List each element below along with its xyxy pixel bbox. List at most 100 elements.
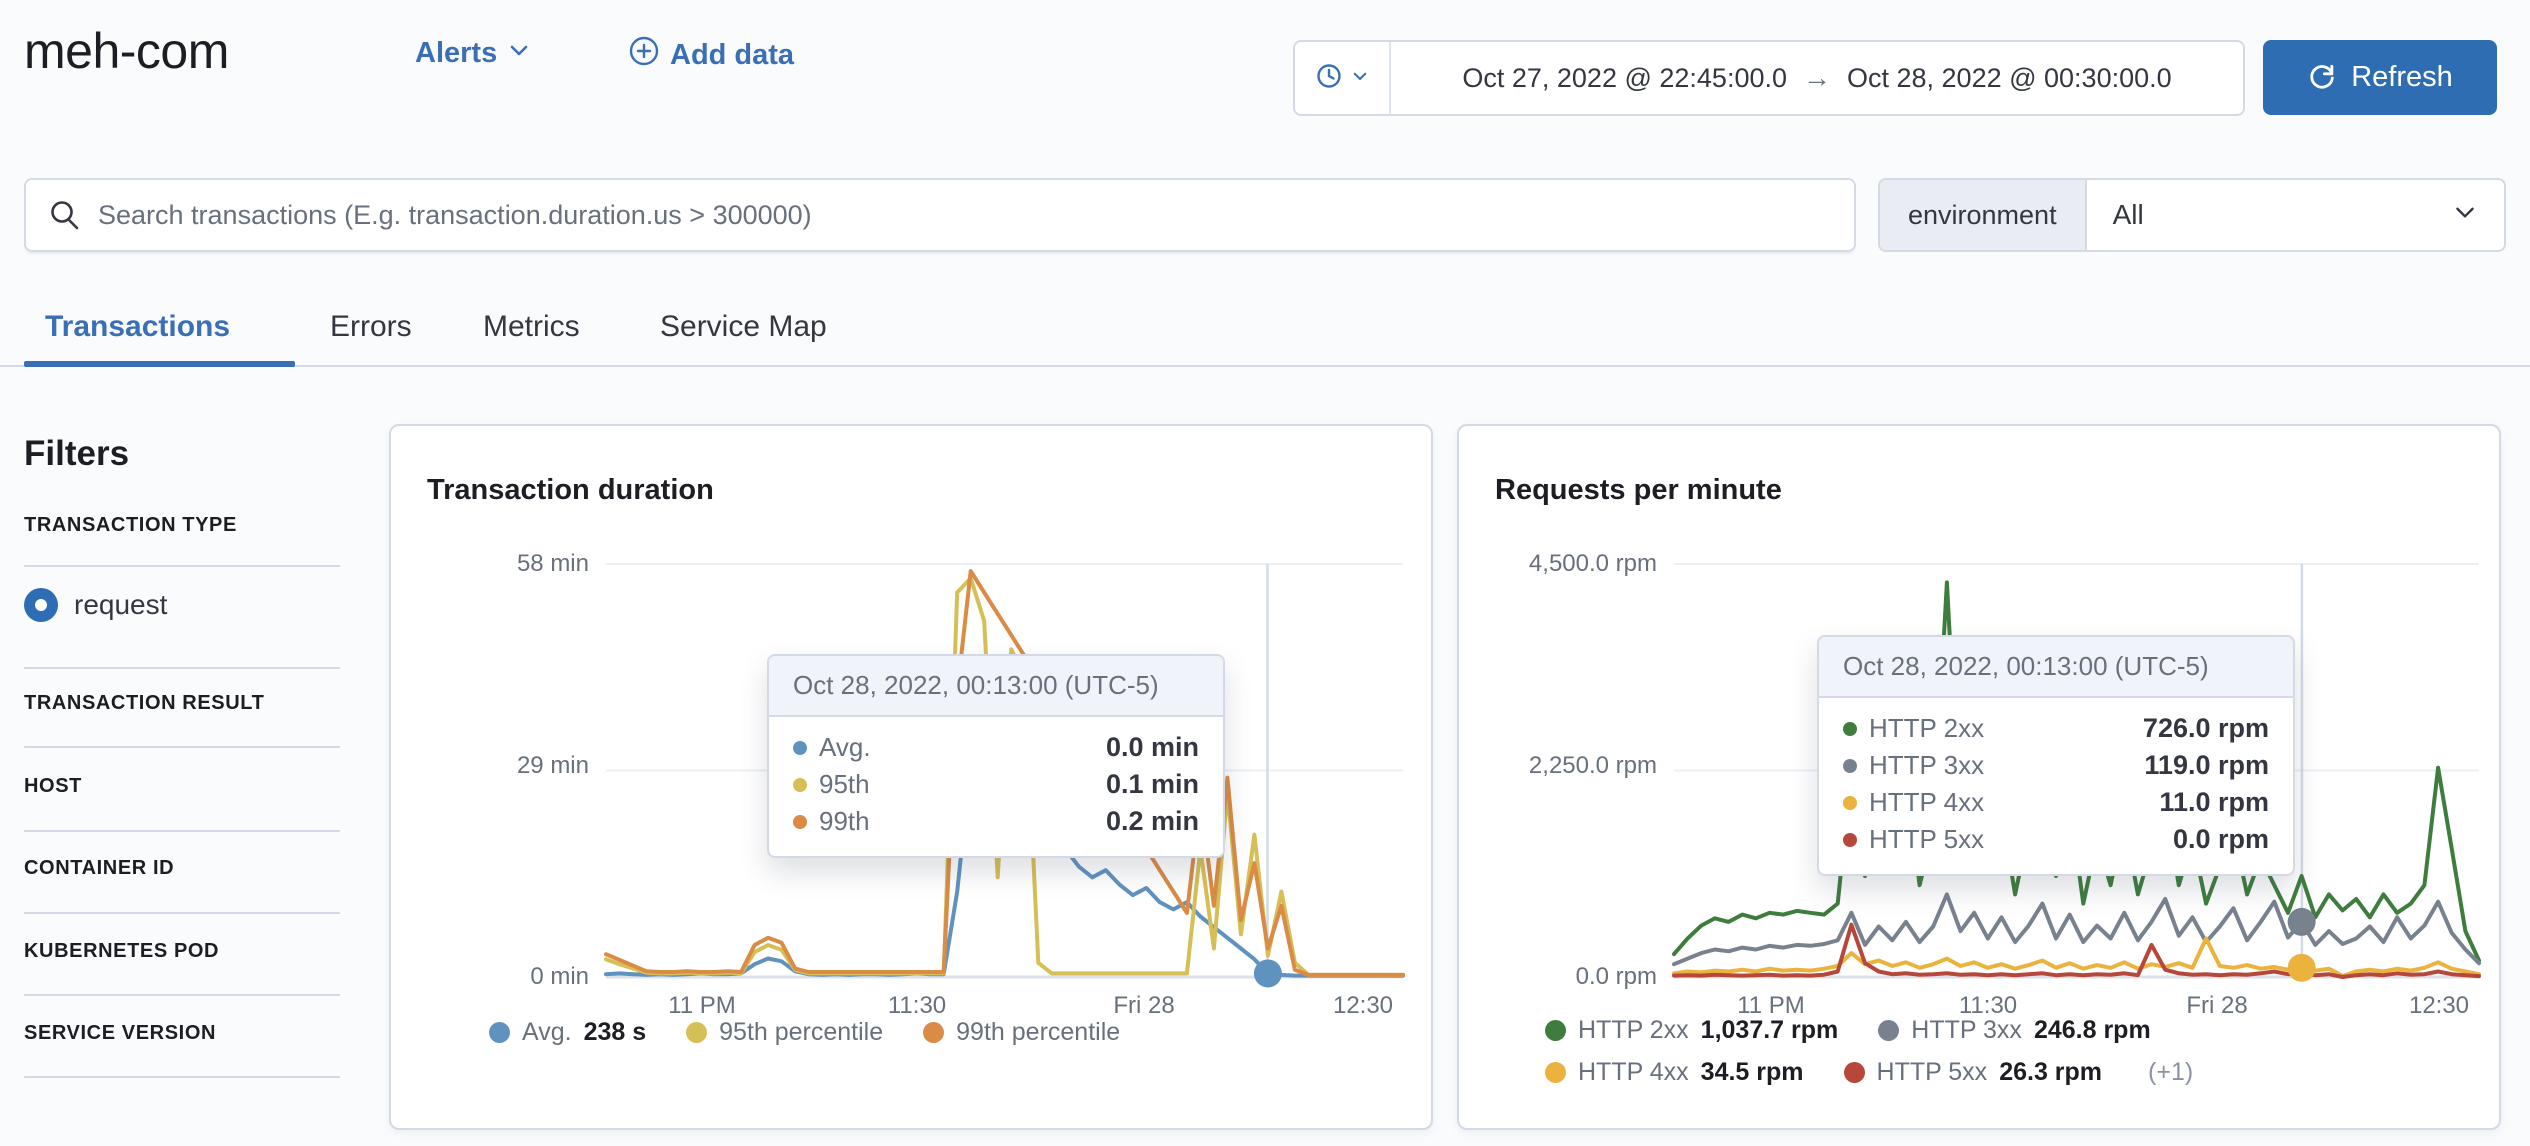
search-icon	[48, 198, 82, 232]
divider	[24, 912, 340, 914]
series-dot-icon	[793, 777, 807, 792]
facet-container-id: CONTAINER ID	[24, 857, 175, 879]
divider	[24, 746, 340, 748]
radio-label[interactable]: request	[74, 589, 168, 620]
chart-title: Requests per minute	[1495, 474, 1782, 506]
quick-select-button[interactable]	[1295, 42, 1391, 114]
tooltip-timestamp: Oct 28, 2022, 00:13:00 (UTC-5)	[769, 656, 1223, 717]
chart-legend-row-1: HTTP 2xx 1,037.7 rpm HTTP 3xx 246.8 rpm	[1545, 1016, 2151, 1045]
x-axis-tick: 12:30	[2408, 992, 2470, 1019]
legend-dot-icon	[1545, 1062, 1566, 1083]
x-axis-tick: 11:30	[887, 992, 947, 1019]
chart-tooltip: Oct 28, 2022, 00:13:00 (UTC-5) Avg. 0.0 …	[767, 654, 1225, 858]
page-title: meh-com	[24, 23, 229, 79]
chart-legend-row-2: HTTP 4xx 34.5 rpm HTTP 5xx 26.3 rpm (+1)	[1545, 1058, 2193, 1087]
environment-label: environment	[1880, 180, 2087, 250]
requests-per-minute-card: Requests per minute 4,500.0 rpm 2,250.0 …	[1457, 424, 2501, 1130]
tooltip-row: Avg. 0.0 min	[793, 729, 1199, 766]
y-axis-tick: 0 min	[530, 963, 589, 990]
chevron-down-icon	[2452, 199, 2478, 232]
legend-item-http-2xx[interactable]: HTTP 2xx 1,037.7 rpm	[1545, 1016, 1838, 1045]
legend-item-avg[interactable]: Avg. 238 s	[489, 1018, 646, 1047]
refresh-label: Refresh	[2351, 61, 2453, 93]
y-axis-tick: 0.0 rpm	[1575, 963, 1657, 990]
y-axis-tick: 2,250.0 rpm	[1528, 752, 1657, 779]
facet-transaction-result: TRANSACTION RESULT	[24, 692, 265, 714]
active-tab-indicator	[24, 361, 295, 367]
radio-selected-icon[interactable]	[24, 588, 58, 622]
series-dot-icon	[1843, 795, 1857, 810]
x-axis-tick: Fri 28	[1113, 992, 1175, 1019]
tooltip-row: HTTP 5xx 0.0 rpm	[1843, 821, 2269, 858]
tooltip-timestamp: Oct 28, 2022, 00:13:00 (UTC-5)	[1819, 637, 2293, 698]
x-axis-tick: 11:30	[1958, 992, 2018, 1019]
facet-service-version: SERVICE VERSION	[24, 1022, 217, 1044]
chart-legend: Avg. 238 s 95th percentile 99th percenti…	[489, 1018, 1120, 1047]
date-start[interactable]: Oct 27, 2022 @ 22:45:00.0	[1462, 62, 1787, 93]
date-range-arrow-icon: →	[1803, 62, 1831, 93]
facet-transaction-type: TRANSACTION TYPE	[24, 514, 237, 536]
series-dot-icon	[1843, 832, 1857, 847]
legend-item-99th[interactable]: 99th percentile	[923, 1018, 1120, 1047]
chevron-down-icon	[507, 37, 531, 70]
refresh-icon	[2307, 63, 2337, 93]
clock-icon	[1315, 62, 1343, 95]
tab-metrics[interactable]: Metrics	[483, 310, 580, 343]
facet-host: HOST	[24, 775, 82, 797]
x-axis-tick: 11 PM	[668, 992, 736, 1019]
environment-value[interactable]: All	[2087, 180, 2504, 250]
legend-dot-icon	[1878, 1020, 1900, 1041]
x-axis-tick: 11 PM	[1737, 992, 1805, 1019]
legend-dot-icon	[923, 1022, 945, 1043]
tab-transactions[interactable]: Transactions	[45, 310, 231, 343]
divider	[24, 830, 340, 832]
x-axis-tick: 12:30	[1332, 992, 1394, 1019]
divider	[24, 994, 340, 996]
alerts-button[interactable]: Alerts	[415, 37, 531, 70]
search-input[interactable]: Search transactions (E.g. transaction.du…	[24, 178, 1856, 252]
series-dot-icon	[1843, 758, 1857, 773]
radio-option-request[interactable]: request	[24, 588, 167, 622]
search-placeholder: Search transactions (E.g. transaction.du…	[98, 199, 812, 230]
transaction-duration-card: Transaction duration 58 min 29 min 0 min…	[389, 424, 1433, 1130]
series-dot-icon	[793, 814, 807, 829]
series-dot-icon	[1843, 721, 1857, 736]
divider	[24, 1076, 340, 1078]
refresh-button[interactable]: Refresh	[2263, 40, 2497, 115]
tooltip-row: HTTP 4xx 11.0 rpm	[1843, 784, 2269, 821]
legend-dot-icon	[686, 1022, 708, 1043]
legend-overflow-count[interactable]: (+1)	[2148, 1058, 2194, 1086]
alerts-label: Alerts	[415, 37, 498, 69]
tooltip-row: HTTP 3xx 119.0 rpm	[1843, 747, 2269, 784]
legend-item-http-4xx[interactable]: HTTP 4xx 34.5 rpm	[1545, 1058, 1804, 1087]
tooltip-row: 99th 0.2 min	[793, 803, 1199, 840]
legend-item-95th[interactable]: 95th percentile	[686, 1018, 883, 1047]
legend-dot-icon	[1843, 1062, 1865, 1083]
x-axis-tick: Fri 28	[2186, 992, 2248, 1019]
y-axis-tick: 4,500.0 rpm	[1528, 550, 1657, 577]
tab-errors[interactable]: Errors	[330, 310, 412, 343]
legend-item-http-5xx[interactable]: HTTP 5xx 26.3 rpm	[1843, 1058, 2102, 1087]
chart-title: Transaction duration	[427, 474, 714, 506]
environment-select: environment All	[1878, 178, 2506, 252]
tooltip-row: HTTP 2xx 726.0 rpm	[1843, 710, 2269, 747]
date-end[interactable]: Oct 28, 2022 @ 00:30:00.0	[1847, 62, 2172, 93]
series-dot-icon	[793, 740, 807, 755]
y-axis-tick: 29 min	[516, 752, 589, 779]
add-data-label: Add data	[670, 38, 795, 71]
date-range-picker: Oct 27, 2022 @ 22:45:00.0 → Oct 28, 2022…	[1293, 40, 2245, 116]
add-data-button[interactable]: Add data	[628, 35, 794, 75]
legend-item-http-3xx[interactable]: HTTP 3xx 246.8 rpm	[1878, 1016, 2151, 1045]
tab-service-map[interactable]: Service Map	[660, 310, 827, 343]
y-axis-tick: 58 min	[516, 550, 589, 577]
chevron-down-icon	[1351, 67, 1369, 90]
tabs-divider	[0, 365, 2530, 367]
legend-dot-icon	[1545, 1020, 1566, 1041]
divider	[24, 667, 340, 669]
facet-kubernetes-pod: KUBERNETES POD	[24, 940, 220, 962]
tooltip-row: 95th 0.1 min	[793, 766, 1199, 803]
legend-dot-icon	[489, 1022, 510, 1043]
chart-tooltip: Oct 28, 2022, 00:13:00 (UTC-5) HTTP 2xx …	[1817, 635, 2295, 876]
filters-heading: Filters	[24, 434, 130, 473]
divider	[24, 565, 340, 567]
